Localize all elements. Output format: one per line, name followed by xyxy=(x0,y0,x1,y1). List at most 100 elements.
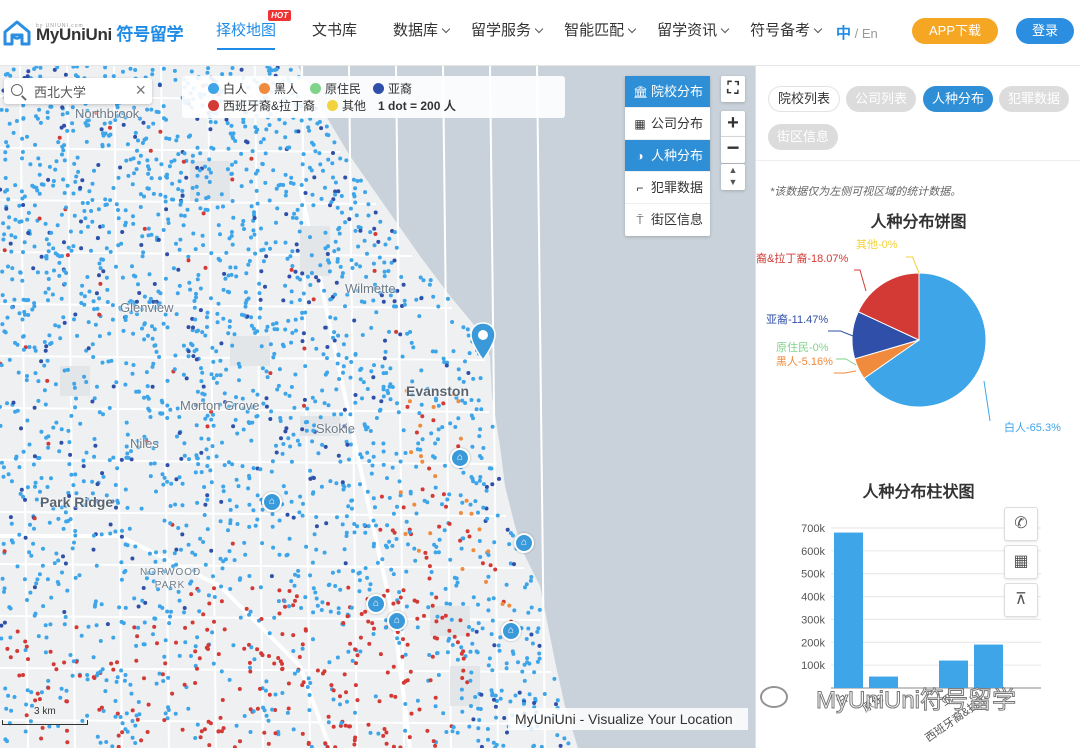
population-dot xyxy=(176,589,181,594)
population-dot xyxy=(245,314,250,319)
population-dot xyxy=(0,576,5,581)
population-dot xyxy=(257,281,262,286)
logo[interactable]: MyUniUni 符号留学 xyxy=(2,18,184,46)
population-dot xyxy=(333,584,338,588)
qrcode-button[interactable]: ▦ xyxy=(1004,545,1038,579)
layer-company-distribution[interactable]: ▦ 公司分布 xyxy=(625,108,710,140)
population-dot xyxy=(486,663,491,668)
layer-school-distribution[interactable]: 🏛 院校分布 xyxy=(625,76,710,108)
stats-panel: 院校列表 公司列表 人种分布 犯罪数据 街区信息 *该数据仅为左侧可视区域的统计… xyxy=(755,66,1080,748)
population-dot xyxy=(392,288,397,293)
legend-dot xyxy=(373,83,385,94)
tab-crime-data[interactable]: 犯罪数据 xyxy=(999,86,1069,112)
search-icon[interactable] xyxy=(11,84,23,96)
population-dot xyxy=(182,610,186,615)
population-dot xyxy=(419,368,424,373)
compass-button[interactable]: ▲ ▼ xyxy=(721,164,745,190)
tab-ethnic-distribution[interactable]: 人种分布 xyxy=(923,86,993,112)
population-dot xyxy=(166,675,171,680)
population-dot xyxy=(186,325,191,330)
population-dot xyxy=(465,327,470,332)
population-dot xyxy=(425,386,430,391)
bar[interactable] xyxy=(939,660,968,688)
school-marker-icon[interactable]: ⌂ xyxy=(366,594,386,614)
population-dot xyxy=(289,499,294,504)
population-dot xyxy=(175,434,179,439)
population-dot xyxy=(203,416,208,421)
pie-label-line xyxy=(854,269,867,292)
school-map[interactable]: Northbrook Glenview Wilmette Evanston Mo… xyxy=(0,66,755,748)
population-dot xyxy=(1,541,6,546)
app-download-button[interactable]: APP下载 xyxy=(912,18,998,44)
nav-essay-library[interactable]: 文书库 xyxy=(312,22,358,39)
nav-test-prep[interactable]: 符号备考 xyxy=(739,0,832,66)
population-dot xyxy=(504,582,509,587)
road xyxy=(395,66,405,748)
back-to-top-button[interactable]: ⊼ xyxy=(1004,583,1038,617)
layer-neighborhood-info[interactable]: ⍑ 街区信息 xyxy=(625,204,710,236)
bar[interactable] xyxy=(869,676,898,688)
login-button[interactable]: 登录 xyxy=(1016,18,1074,44)
population-dot xyxy=(182,682,187,687)
phone-button[interactable]: ✆ xyxy=(1004,507,1038,541)
nav-study-services[interactable]: 留学服务 xyxy=(460,0,553,66)
population-dot xyxy=(17,311,22,316)
layer-ethnic-distribution[interactable]: ◑ 人种分布 xyxy=(625,140,710,172)
population-dot xyxy=(343,220,348,225)
nav-study-news[interactable]: 留学资讯 xyxy=(646,0,739,66)
population-dot xyxy=(20,136,25,141)
population-dot xyxy=(337,225,342,230)
population-dot xyxy=(322,401,327,406)
nav-smart-match[interactable]: 智能匹配 xyxy=(553,0,646,66)
nav-database[interactable]: 数据库 xyxy=(382,0,460,66)
population-dot xyxy=(205,424,210,429)
population-dot xyxy=(431,405,436,409)
school-marker-icon[interactable]: ⌂ xyxy=(501,621,521,641)
population-dot xyxy=(247,259,252,263)
lang-en[interactable]: En xyxy=(861,26,878,41)
school-marker-icon[interactable]: ⌂ xyxy=(387,611,407,631)
population-dot xyxy=(466,333,471,338)
population-dot xyxy=(471,376,476,381)
map-search-input[interactable] xyxy=(34,82,124,100)
pie-slice[interactable] xyxy=(863,272,987,408)
school-marker-icon[interactable]: ⌂ xyxy=(450,448,470,468)
population-dot xyxy=(479,407,484,412)
population-dot xyxy=(196,588,201,593)
population-dot xyxy=(96,163,101,167)
population-dot xyxy=(161,482,166,487)
tab-neighborhood-info[interactable]: 街区信息 xyxy=(768,124,838,150)
nav-school-map[interactable]: 择校地图 HOT xyxy=(205,0,292,66)
population-dot xyxy=(395,504,399,509)
population-dot xyxy=(187,457,191,462)
population-dot xyxy=(193,470,198,475)
population-dot xyxy=(327,260,332,265)
layer-crime-data[interactable]: ⌐ 犯罪数据 xyxy=(625,172,710,204)
close-icon[interactable]: × xyxy=(135,80,146,100)
tab-school-list[interactable]: 院校列表 xyxy=(768,86,840,112)
population-dot xyxy=(324,124,329,129)
population-dot xyxy=(108,198,113,203)
zoom-out-button[interactable]: − xyxy=(721,137,745,163)
population-dot xyxy=(392,230,397,235)
population-dot xyxy=(79,219,83,224)
school-marker-icon[interactable]: ⌂ xyxy=(262,492,282,512)
population-dot xyxy=(250,149,255,154)
population-dot xyxy=(365,251,369,256)
population-dot xyxy=(358,178,363,183)
bar[interactable] xyxy=(834,532,863,688)
lang-zh[interactable]: 中 xyxy=(836,25,852,42)
population-dot xyxy=(162,558,167,562)
bar-chart: 100k 200k 300k 400k 500k 600k 700k 白原住亚西班牙裔&拉丁 xyxy=(756,516,1080,748)
population-dot xyxy=(220,698,225,702)
zoom-in-button[interactable]: + xyxy=(721,111,745,137)
pie-slice[interactable] xyxy=(857,272,920,341)
population-dot xyxy=(249,179,254,184)
school-marker-icon[interactable]: ⌂ xyxy=(514,533,534,553)
bar[interactable] xyxy=(974,644,1003,688)
tab-company-list[interactable]: 公司列表 xyxy=(846,86,916,112)
location-pin-icon[interactable] xyxy=(470,322,496,362)
fullscreen-button[interactable]: ⛶ xyxy=(721,76,745,102)
population-dot xyxy=(336,333,341,338)
population-dot xyxy=(326,403,331,408)
